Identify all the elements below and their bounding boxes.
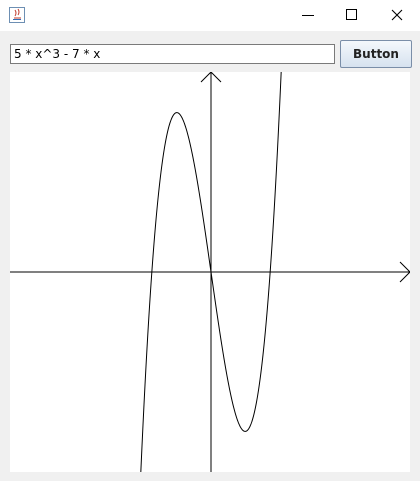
x-axis-arrow xyxy=(399,261,410,283)
app-icon xyxy=(9,7,25,23)
maximize-button[interactable] xyxy=(346,9,357,20)
plot-button[interactable]: Button xyxy=(340,40,412,68)
function-curve xyxy=(140,72,282,472)
expression-input[interactable]: 5 * x^3 - 7 * x xyxy=(10,44,335,64)
title-bar xyxy=(0,0,420,31)
close-button[interactable] xyxy=(391,9,403,21)
plot-panel xyxy=(10,72,410,472)
y-axis-arrow xyxy=(200,72,222,83)
